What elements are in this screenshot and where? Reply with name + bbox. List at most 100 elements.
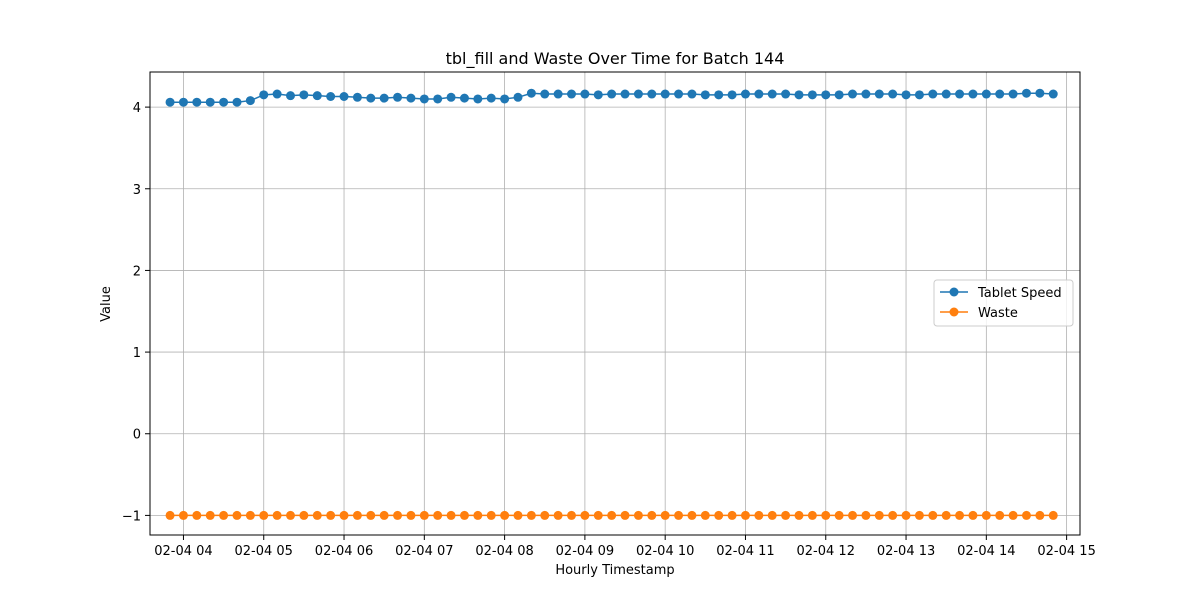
data-point-tablet-speed: [312, 91, 322, 101]
data-point-tablet-speed: [807, 90, 817, 100]
y-tick-label: 2: [133, 264, 141, 279]
x-axis-title: Hourly Timestamp: [555, 563, 674, 578]
y-tick-label: 3: [133, 183, 141, 198]
chart-title: tbl_fill and Waste Over Time for Batch 1…: [446, 49, 785, 69]
y-tick-label: 0: [133, 428, 141, 443]
data-point-tablet-speed: [607, 89, 617, 99]
data-point-waste: [794, 510, 804, 520]
plot-area: [150, 72, 1080, 535]
data-point-waste: [339, 510, 349, 520]
x-tick-label: 02-04 04: [154, 544, 212, 559]
x-tick-label: 02-04 11: [716, 544, 774, 559]
data-point-waste: [526, 510, 536, 520]
legend-frame: [933, 279, 1074, 327]
data-point-tablet-speed: [754, 89, 764, 99]
data-point-waste: [700, 510, 710, 520]
x-tick-label: 02-04 08: [475, 544, 533, 559]
data-point-tablet-speed: [446, 92, 456, 102]
legend-marker-waste: [949, 307, 959, 317]
data-point-waste: [861, 510, 871, 520]
data-point-tablet-speed: [834, 90, 844, 100]
data-point-waste: [553, 510, 563, 520]
data-point-waste: [848, 510, 858, 520]
data-point-waste: [165, 510, 175, 520]
y-axis-title: Value: [99, 286, 114, 322]
data-point-waste: [647, 510, 657, 520]
data-point-waste: [740, 510, 750, 520]
data-point-tablet-speed: [821, 90, 831, 100]
data-point-waste: [540, 510, 550, 520]
data-point-waste: [580, 510, 590, 520]
data-point-tablet-speed: [459, 93, 469, 103]
data-point-tablet-speed: [259, 90, 269, 100]
data-point-waste: [955, 510, 965, 520]
data-point-tablet-speed: [593, 90, 603, 100]
data-point-tablet-speed: [848, 89, 858, 99]
data-point-waste: [981, 510, 991, 520]
x-tick-label: 02-04 07: [395, 544, 453, 559]
data-point-tablet-speed: [286, 91, 295, 101]
data-point-tablet-speed: [901, 90, 911, 100]
x-tick-label: 02-04 05: [235, 544, 293, 559]
data-point-waste: [178, 510, 188, 520]
data-point-tablet-speed: [245, 96, 255, 106]
data-point-waste: [901, 510, 911, 520]
data-point-waste: [500, 510, 510, 520]
data-point-waste: [219, 510, 229, 520]
x-tick-label: 02-04 10: [636, 544, 694, 559]
data-point-tablet-speed: [914, 90, 924, 100]
data-point-waste: [473, 510, 483, 520]
data-point-tablet-speed: [178, 97, 188, 107]
data-point-tablet-speed: [674, 89, 684, 99]
x-tick-label: 02-04 06: [315, 544, 373, 559]
data-point-waste: [286, 510, 295, 520]
data-point-waste: [660, 510, 670, 520]
y-tick-label: −1: [122, 509, 141, 524]
data-point-tablet-speed: [861, 89, 871, 99]
data-point-waste: [941, 510, 951, 520]
data-point-tablet-speed: [406, 93, 416, 103]
data-point-waste: [459, 510, 469, 520]
data-point-tablet-speed: [1035, 88, 1045, 98]
data-point-waste: [352, 510, 362, 520]
data-point-tablet-speed: [928, 89, 938, 99]
x-tick-label: 02-04 09: [556, 544, 614, 559]
data-point-tablet-speed: [767, 89, 777, 99]
data-point-tablet-speed: [553, 89, 563, 99]
data-point-waste: [567, 510, 577, 520]
data-point-tablet-speed: [419, 94, 429, 104]
data-point-tablet-speed: [433, 94, 443, 104]
legend-label-tablet-speed: Tablet Speed: [977, 286, 1062, 301]
data-point-waste: [914, 510, 924, 520]
data-point-tablet-speed: [781, 89, 791, 99]
data-point-tablet-speed: [620, 89, 630, 99]
data-point-waste: [312, 510, 322, 520]
data-point-waste: [607, 510, 617, 520]
data-point-waste: [714, 510, 724, 520]
data-point-tablet-speed: [339, 92, 349, 101]
data-point-tablet-speed: [513, 92, 523, 102]
data-point-tablet-speed: [526, 88, 536, 98]
data-point-waste: [366, 510, 376, 520]
data-point-tablet-speed: [687, 89, 697, 99]
data-point-waste: [821, 510, 831, 520]
data-point-tablet-speed: [473, 94, 483, 104]
data-point-tablet-speed: [955, 89, 965, 99]
data-point-tablet-speed: [272, 89, 282, 99]
plot-frame: [149, 71, 1081, 536]
data-point-tablet-speed: [1008, 89, 1018, 99]
data-point-tablet-speed: [299, 90, 309, 100]
data-point-waste: [968, 510, 978, 520]
data-point-waste: [513, 510, 523, 520]
series-layer: [165, 88, 1058, 520]
x-tick-label: 02-04 13: [877, 544, 935, 559]
data-point-tablet-speed: [888, 89, 898, 99]
data-point-waste: [1035, 510, 1045, 520]
data-point-waste: [727, 510, 737, 520]
data-point-waste: [1008, 510, 1018, 520]
data-point-waste: [620, 510, 630, 520]
data-point-waste: [674, 510, 684, 520]
data-point-waste: [687, 510, 697, 520]
data-point-waste: [754, 510, 764, 520]
data-point-tablet-speed: [366, 93, 376, 103]
